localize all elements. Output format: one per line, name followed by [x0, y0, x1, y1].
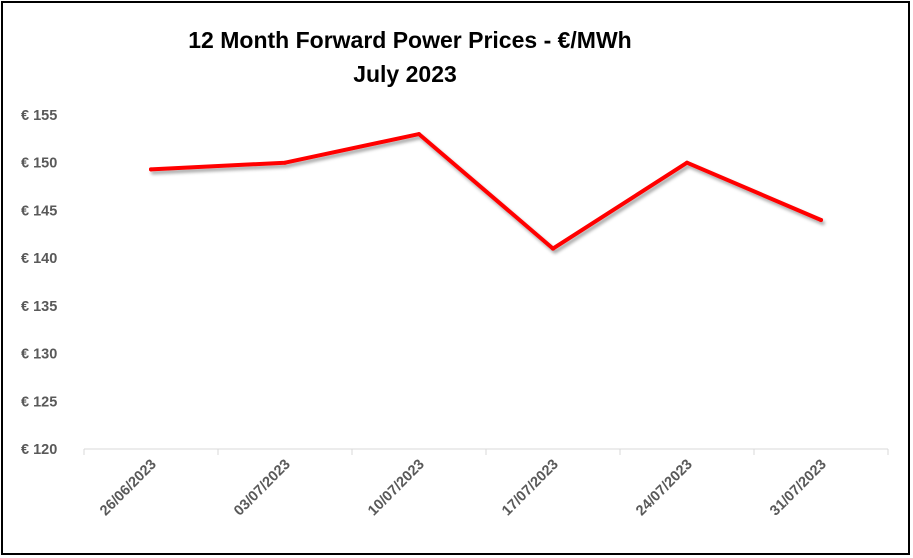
y-tick-label: € 120 [21, 442, 57, 458]
data-point [417, 132, 421, 137]
series-line [149, 132, 823, 251]
y-tick-label: € 145 [21, 203, 57, 219]
y-tick-label: € 125 [21, 394, 57, 410]
y-tick-label: € 130 [21, 347, 57, 363]
data-point [685, 160, 689, 165]
data-point [551, 246, 555, 251]
series-layer [149, 132, 823, 251]
data-point [819, 217, 823, 222]
data-point [283, 160, 287, 165]
x-tick-label: 26/06/2023 [97, 457, 160, 520]
y-tick-label: € 155 [21, 108, 57, 124]
x-tick-label: 03/07/2023 [231, 457, 294, 520]
y-tick-label: € 140 [21, 251, 57, 267]
y-tick-label: € 150 [21, 156, 57, 172]
chart-subtitle: July 2023 [353, 61, 457, 87]
x-tick-label: 24/07/2023 [633, 457, 696, 520]
x-tick-label: 31/07/2023 [767, 457, 830, 520]
y-axis: € 120 € 125 € 130 € 135 € 140 € 145 € 150 € 155 [21, 108, 57, 458]
x-tick-label: 17/07/2023 [499, 457, 562, 520]
data-point [149, 167, 153, 172]
x-tick-label: 10/07/2023 [365, 457, 428, 520]
chart-title: 12 Month Forward Power Prices - €/MWh [188, 27, 631, 53]
y-tick-label: € 135 [21, 299, 57, 315]
x-axis: 26/06/2023 03/07/2023 10/07/2023 17/07/2023… [83, 448, 889, 520]
